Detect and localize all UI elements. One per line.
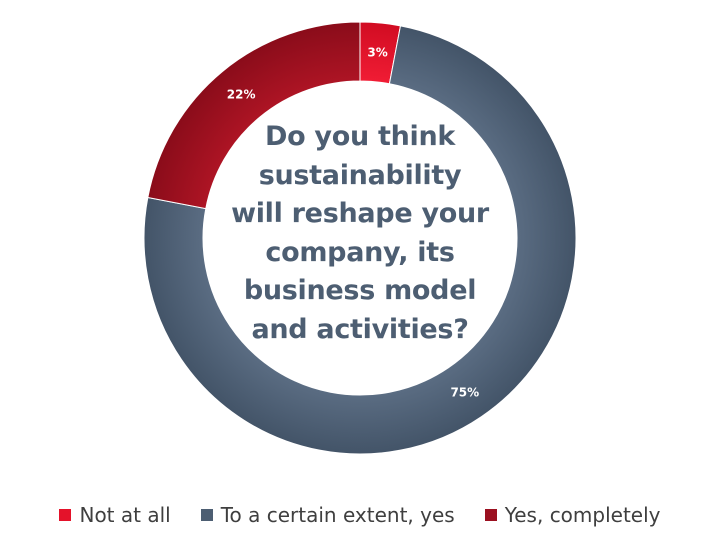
legend-item-not-at-all: Not at all: [59, 503, 171, 527]
legend-label: Not at all: [79, 503, 171, 527]
legend-swatch: [200, 509, 213, 521]
data-label: 3%: [367, 45, 387, 59]
legend-label: To a certain extent, yes: [220, 503, 455, 527]
slice-completely: [147, 21, 361, 210]
title-line: will reshape your: [231, 198, 489, 229]
legend-item-certain-extent: To a certain extent, yes: [200, 503, 455, 527]
title-line: Do you think: [264, 121, 456, 152]
slice-certain-extent: [143, 25, 577, 455]
data-label: 22%: [227, 87, 256, 101]
legend-label: Yes, completely: [504, 503, 661, 527]
legend-swatch: [484, 509, 497, 521]
legend-swatch: [59, 509, 72, 521]
title-line: sustainability: [258, 159, 462, 191]
legend: Not at all To a certain extent, yes Yes,…: [0, 500, 720, 530]
title-line: and activities?: [251, 313, 469, 345]
chart-title: Do you think sustainability will reshape…: [210, 118, 510, 349]
legend-item-completely: Yes, completely: [484, 503, 661, 527]
title-line: business model: [243, 275, 477, 306]
title-line: company, its: [265, 236, 455, 268]
data-label: 75%: [450, 385, 479, 399]
